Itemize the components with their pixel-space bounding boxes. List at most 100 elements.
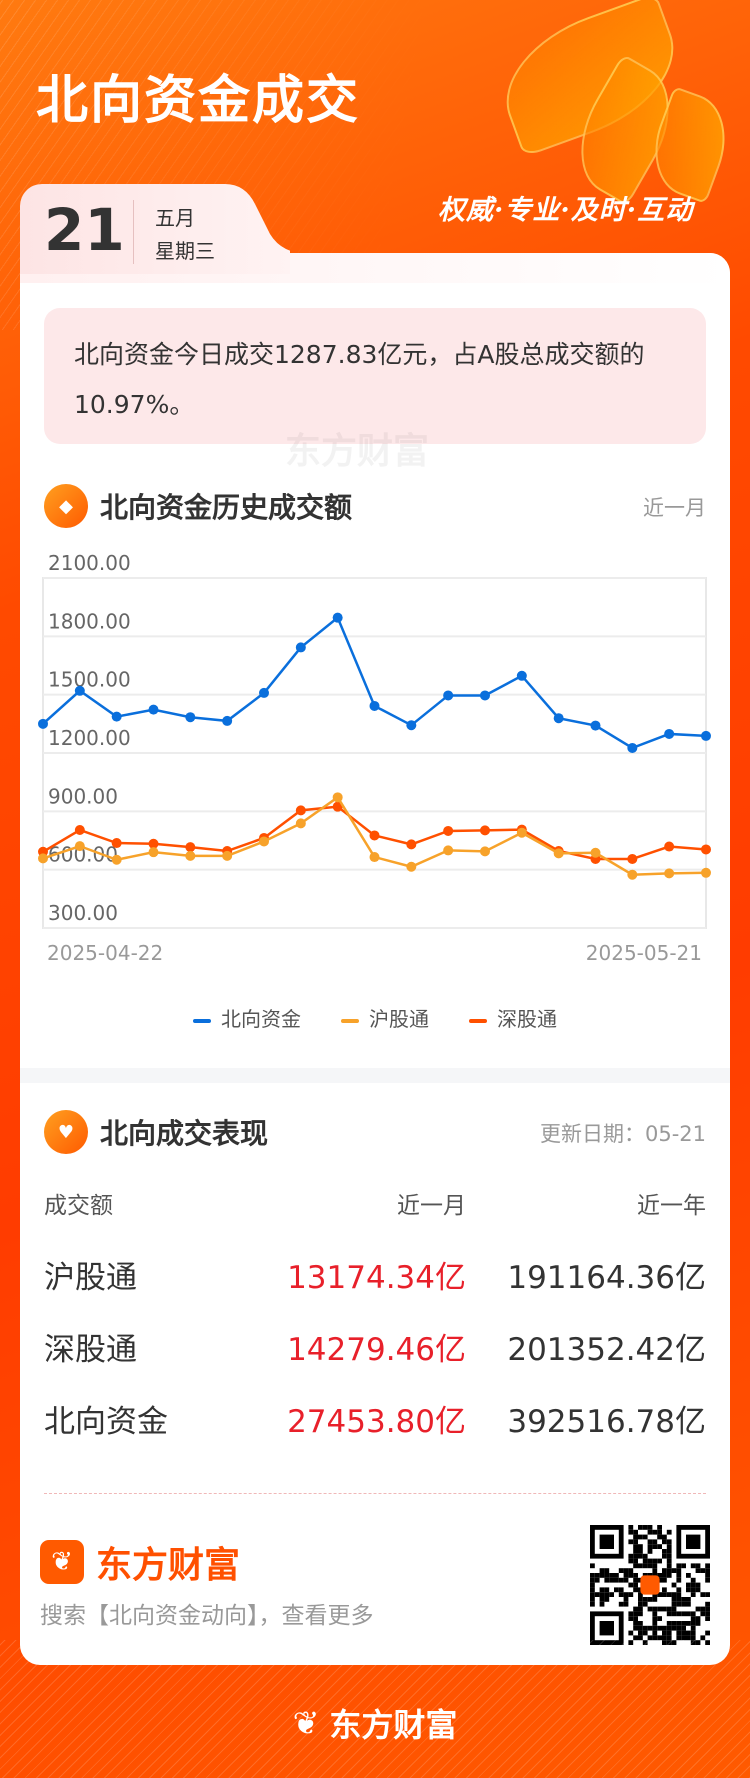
- page-title: 北向资金成交: [36, 71, 361, 131]
- data-point: [664, 728, 675, 739]
- data-point: [590, 720, 601, 731]
- legend-item-shenzhen[interactable]: 深股通: [469, 1003, 557, 1032]
- data-point: [443, 845, 454, 856]
- date-tab: [20, 184, 290, 274]
- y-tick-label: 1500.00: [48, 668, 131, 692]
- data-point: [664, 841, 675, 852]
- data-point: [627, 869, 638, 880]
- data-point: [369, 700, 380, 711]
- brand-name: 东方财富: [96, 1545, 241, 1586]
- data-point: [295, 818, 306, 829]
- data-point: [259, 836, 269, 847]
- search-hint: 搜索【北向资金动向】，查看更多: [40, 1603, 374, 1629]
- data-point: [516, 670, 527, 681]
- date-weekday: 星期三: [155, 239, 215, 263]
- y-tick-label: 900.00: [48, 784, 118, 808]
- data-point: [185, 712, 196, 723]
- main-card: [20, 253, 730, 1665]
- row-year: 392516.78亿: [507, 1404, 706, 1440]
- date-month: 五月: [155, 206, 195, 230]
- data-point: [148, 704, 159, 715]
- legend-label: 沪股通: [369, 1007, 429, 1031]
- legend-label: 深股通: [497, 1007, 557, 1031]
- data-point: [111, 838, 122, 849]
- data-point: [111, 711, 122, 722]
- row-year: 201352.42亿: [507, 1332, 706, 1368]
- data-point: [259, 687, 269, 698]
- data-point: [369, 830, 380, 841]
- data-point: [332, 612, 343, 623]
- data-point: [480, 690, 490, 701]
- table-row: 沪股通 13174.34亿 191164.36亿: [44, 1252, 706, 1297]
- y-tick-label: 1800.00: [48, 609, 131, 633]
- data-point: [369, 852, 380, 863]
- history-title: 北向资金历史成交额: [100, 491, 353, 524]
- slogan: 权威·专业·及时·互动: [438, 195, 694, 226]
- row-name: 沪股通: [44, 1260, 137, 1296]
- history-range[interactable]: 近一月: [643, 496, 706, 520]
- row-month: 27453.80亿: [287, 1404, 466, 1440]
- chart-legend: 北向资金 沪股通 深股通: [0, 1003, 750, 1032]
- brand-flame-icon: ❦: [40, 1540, 84, 1584]
- data-point: [627, 742, 638, 753]
- x-tick-label: 2025-05-21: [586, 941, 702, 965]
- performance-title: 北向成交表现: [100, 1117, 269, 1150]
- data-point: [222, 715, 233, 726]
- data-point: [516, 827, 527, 838]
- data-point: [406, 839, 417, 850]
- divider: [133, 200, 134, 264]
- data-point: [38, 718, 48, 729]
- legend-item-shanghai[interactable]: 沪股通: [341, 1003, 429, 1032]
- data-point: [332, 801, 343, 812]
- performance-header: ♥ 北向成交表现: [44, 1110, 268, 1154]
- row-name: 北向资金: [44, 1404, 168, 1440]
- data-point: [627, 853, 638, 864]
- update-date: 更新日期：05-21: [539, 1122, 706, 1146]
- y-tick-label: 1200.00: [48, 726, 131, 750]
- data-point: [74, 825, 85, 835]
- row-month: 14279.46亿: [287, 1332, 466, 1368]
- legend-label: 北向资金: [221, 1007, 301, 1031]
- dashed-divider: [44, 1493, 706, 1494]
- coin-icon: ◆: [44, 484, 88, 528]
- watermark: 东方财富: [285, 431, 430, 472]
- data-point: [590, 847, 601, 858]
- data-point: [295, 805, 306, 816]
- row-year: 191164.36亿: [507, 1260, 706, 1296]
- footer-brand-name: 东方财富: [329, 1706, 458, 1744]
- data-point: [406, 861, 417, 872]
- history-header: ◆ 北向资金历史成交额: [44, 484, 352, 528]
- y-tick-label: 2100.00: [48, 551, 131, 575]
- data-point: [664, 868, 675, 879]
- column-header: 近一月: [397, 1193, 466, 1219]
- data-point: [443, 690, 454, 701]
- data-point: [185, 850, 196, 861]
- footer-brand: ❦ 东方财富: [0, 1700, 750, 1746]
- table-row: 深股通 14279.46亿 201352.42亿: [44, 1324, 706, 1369]
- data-point: [74, 841, 85, 852]
- section-separator: [20, 1068, 730, 1083]
- table-row: 北向资金 27453.80亿 392516.78亿: [44, 1396, 706, 1441]
- data-point: [701, 867, 711, 878]
- x-tick-label: 2025-04-22: [47, 941, 163, 965]
- row-name: 深股通: [44, 1332, 137, 1368]
- column-header: 成交额: [44, 1193, 113, 1219]
- date-day: 21: [44, 196, 125, 264]
- brand-flame-icon: ❦: [292, 1704, 320, 1742]
- data-point: [553, 713, 564, 724]
- column-header: 近一年: [637, 1193, 706, 1219]
- legend-item-northbound[interactable]: 北向资金: [193, 1003, 301, 1032]
- table-header: 成交额 近一月 近一年: [44, 1186, 706, 1220]
- data-point: [148, 838, 159, 849]
- qr-code[interactable]: [590, 1525, 710, 1645]
- data-point: [701, 730, 711, 741]
- data-point: [553, 848, 564, 859]
- data-point: [295, 642, 306, 653]
- data-point: [480, 846, 490, 857]
- handshake-heart-icon: ♥: [44, 1110, 88, 1154]
- summary-box: 北向资金今日成交1287.83亿元，占A股总成交额的10.97%。: [44, 308, 706, 444]
- data-point: [38, 853, 48, 864]
- history-line-chart: 2100.001800.001500.001200.00900.00600.00…: [38, 551, 711, 965]
- data-point: [74, 685, 85, 696]
- data-point: [701, 844, 711, 855]
